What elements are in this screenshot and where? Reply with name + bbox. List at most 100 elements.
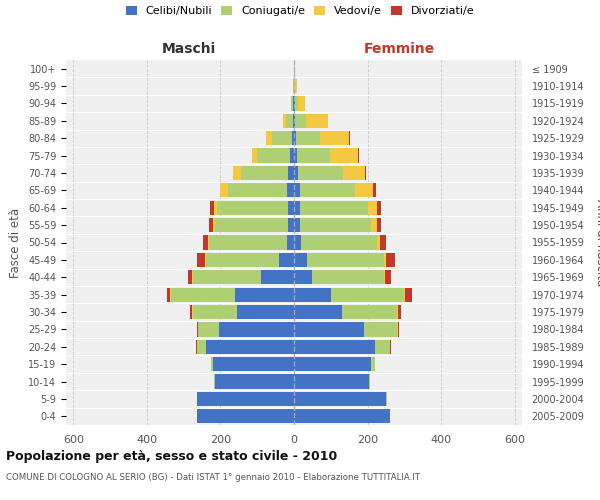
Bar [365, 166, 367, 180]
Bar [298, 166, 343, 180]
Bar [398, 305, 401, 319]
Bar [294, 357, 371, 372]
Bar [384, 253, 386, 267]
Bar [217, 200, 289, 215]
Bar [206, 340, 294, 354]
Legend: Celibi/Nubili, Coniugati/e, Vedovi/e, Divorziati/e: Celibi/Nubili, Coniugati/e, Vedovi/e, Di… [125, 6, 475, 16]
Bar [294, 305, 342, 319]
Bar [205, 253, 206, 267]
Bar [266, 131, 272, 146]
Bar [287, 183, 294, 198]
Bar [405, 288, 412, 302]
Bar [215, 218, 289, 232]
Bar [197, 340, 206, 354]
Bar [193, 305, 237, 319]
Bar [294, 166, 298, 180]
Bar [397, 322, 398, 336]
Bar [371, 357, 375, 372]
Bar [197, 322, 199, 336]
Bar [306, 114, 328, 128]
Bar [209, 236, 287, 250]
Bar [295, 114, 306, 128]
Bar [290, 96, 292, 110]
Bar [294, 79, 295, 93]
Bar [193, 270, 261, 284]
Bar [228, 183, 287, 198]
Bar [320, 131, 349, 146]
Bar [292, 131, 294, 146]
Bar [385, 270, 391, 284]
Bar [294, 236, 301, 250]
Bar [294, 114, 295, 128]
Bar [294, 288, 331, 302]
Bar [213, 357, 294, 372]
Bar [349, 131, 350, 146]
Bar [373, 183, 376, 198]
Bar [197, 253, 205, 267]
Bar [294, 148, 297, 162]
Bar [299, 183, 355, 198]
Bar [290, 148, 294, 162]
Bar [313, 270, 384, 284]
Bar [293, 96, 294, 110]
Bar [272, 131, 292, 146]
Text: Maschi: Maschi [162, 42, 216, 56]
Bar [233, 166, 241, 180]
Bar [241, 166, 289, 180]
Bar [295, 96, 298, 110]
Bar [294, 183, 299, 198]
Bar [398, 322, 399, 336]
Bar [294, 340, 375, 354]
Bar [294, 374, 370, 388]
Bar [364, 322, 397, 336]
Bar [283, 114, 286, 128]
Bar [279, 253, 294, 267]
Bar [342, 305, 397, 319]
Bar [218, 322, 294, 336]
Bar [404, 288, 405, 302]
Bar [209, 218, 213, 232]
Bar [368, 200, 377, 215]
Bar [294, 131, 296, 146]
Bar [296, 131, 320, 146]
Bar [203, 236, 208, 250]
Bar [170, 288, 171, 302]
Bar [289, 200, 294, 215]
Bar [343, 166, 365, 180]
Bar [289, 166, 294, 180]
Bar [190, 305, 192, 319]
Bar [294, 392, 386, 406]
Bar [237, 305, 294, 319]
Bar [375, 340, 389, 354]
Bar [294, 218, 299, 232]
Bar [397, 305, 398, 319]
Text: Femmine: Femmine [363, 42, 434, 56]
Bar [294, 96, 295, 110]
Bar [252, 148, 257, 162]
Bar [294, 200, 299, 215]
Bar [257, 148, 290, 162]
Bar [197, 409, 294, 424]
Bar [377, 218, 381, 232]
Bar [331, 288, 404, 302]
Bar [286, 114, 293, 128]
Bar [208, 236, 209, 250]
Bar [355, 183, 373, 198]
Bar [386, 253, 395, 267]
Bar [206, 253, 279, 267]
Bar [298, 96, 305, 110]
Bar [358, 148, 359, 162]
Y-axis label: Fasce di età: Fasce di età [10, 208, 22, 278]
Bar [199, 322, 218, 336]
Bar [214, 200, 217, 215]
Y-axis label: Anni di nascita: Anni di nascita [594, 199, 600, 286]
Bar [188, 270, 192, 284]
Text: COMUNE DI COLOGNO AL SERIO (BG) - Dati ISTAT 1° gennaio 2010 - Elaborazione TUTT: COMUNE DI COLOGNO AL SERIO (BG) - Dati I… [6, 472, 420, 482]
Bar [214, 374, 215, 388]
Bar [377, 236, 380, 250]
Bar [299, 218, 371, 232]
Bar [299, 200, 368, 215]
Bar [294, 322, 364, 336]
Bar [389, 340, 391, 354]
Bar [380, 236, 386, 250]
